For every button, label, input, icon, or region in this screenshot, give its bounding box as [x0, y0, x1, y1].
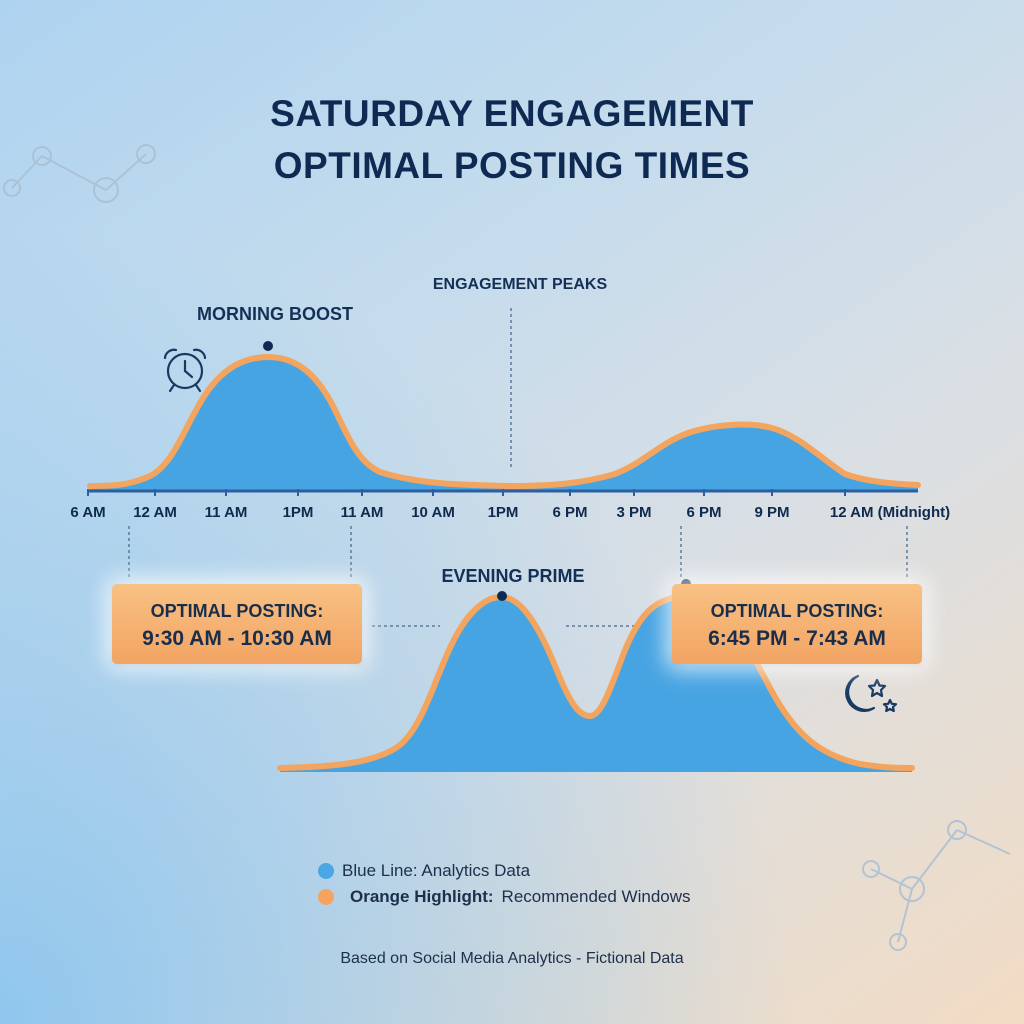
legend-label-blue: Blue Line: Analytics Data: [342, 861, 531, 880]
callout-morning-title: OPTIMAL POSTING:: [150, 601, 324, 621]
top-area-chart: [87, 308, 921, 496]
callout-evening-value: 6:45 PM - 7:43 AM: [708, 627, 886, 650]
legend-label-orange-bold: Orange Highlight:: [350, 887, 494, 906]
x-tick-label: 11 AM: [340, 504, 384, 521]
x-tick-label: 11 AM: [204, 504, 248, 521]
moon-stars-icon: [845, 674, 898, 713]
x-tick-label: 12 AM (Midnight): [829, 504, 951, 521]
title-line-1: SATURDAY ENGAGEMENT: [270, 93, 754, 134]
legend-item-orange: Orange Highlight: Recommended Windows: [318, 884, 691, 910]
x-tick-label: 12 AM: [133, 504, 177, 521]
legend-swatch-blue: [318, 863, 334, 879]
legend-item-blue: Blue Line: Analytics Data: [318, 858, 691, 884]
callout-morning-value: 9:30 AM - 10:30 AM: [142, 627, 332, 650]
legend-label-orange-rest: Recommended Windows: [501, 887, 691, 906]
x-tick-label: 6 PM: [552, 504, 588, 521]
x-tick-label: 9 PM: [754, 504, 790, 521]
callout-morning-window: OPTIMAL POSTING: 9:30 AM - 10:30 AM: [112, 584, 362, 664]
evening-prime-label: EVENING PRIME: [441, 566, 585, 586]
title-line-2: OPTIMAL POSTING TIMES: [273, 145, 751, 186]
top-chart-analytics-line: [87, 353, 921, 490]
engagement-peaks-label: ENGAGEMENT PEAKS: [432, 276, 608, 293]
x-tick-label: 10 AM: [411, 504, 455, 521]
top-chart-area: [90, 357, 918, 490]
footer-note: Based on Social Media Analytics - Fictio…: [340, 950, 684, 967]
legend: Blue Line: Analytics Data Orange Highlig…: [318, 858, 691, 910]
network-decoration-topleft: [3, 144, 156, 203]
alarm-clock-icon: [163, 348, 207, 393]
x-tick-label: 6 AM: [70, 504, 106, 521]
x-axis-tick-marks: [87, 489, 846, 496]
x-tick-label: 6 PM: [686, 504, 722, 521]
x-tick-label: 3 PM: [616, 504, 652, 521]
morning-boost-label: MORNING BOOST: [197, 304, 353, 324]
network-decoration-bottomright: [862, 820, 1011, 951]
chart-title: SATURDAY ENGAGEMENT OPTIMAL POSTING TIME…: [0, 88, 1024, 192]
x-tick-label: 1PM: [487, 504, 519, 521]
bottom-chart-analytics-line: [277, 592, 915, 771]
legend-swatch-orange: [318, 889, 334, 905]
bottom-chart-area: [280, 595, 912, 772]
morning-peak-marker: [263, 341, 273, 351]
x-tick-label: 1PM: [282, 504, 314, 521]
callout-evening-title: OPTIMAL POSTING:: [710, 601, 884, 621]
callout-evening-window: OPTIMAL POSTING: 6:45 PM - 7:43 AM: [672, 584, 922, 664]
evening-peak-marker: [497, 591, 507, 601]
